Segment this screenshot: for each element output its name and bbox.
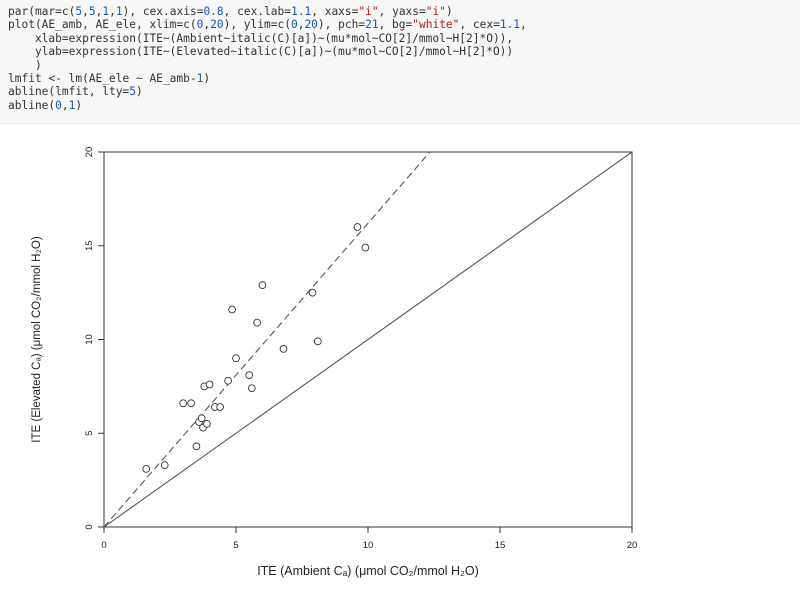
x-tick-label: 10 bbox=[363, 540, 374, 551]
data-point bbox=[142, 465, 151, 473]
x-tick-label: 15 bbox=[495, 540, 506, 551]
y-tick-label: 15 bbox=[84, 240, 95, 251]
data-point bbox=[197, 414, 206, 423]
data-point bbox=[187, 399, 195, 408]
data-point bbox=[308, 288, 317, 297]
reference-lines bbox=[104, 152, 632, 527]
data-point bbox=[353, 223, 362, 231]
data-point bbox=[258, 281, 267, 289]
data-point bbox=[247, 384, 256, 393]
y-axis-label: ITE (Elevated Cₐ) (μmol CO₂/mmol H₂O) bbox=[31, 236, 43, 443]
code-line-5: ) bbox=[8, 58, 42, 72]
data-point bbox=[192, 442, 201, 451]
data-point bbox=[224, 376, 232, 385]
x-tick-label: 5 bbox=[233, 540, 238, 551]
regression-fit-line bbox=[104, 152, 431, 527]
data-point bbox=[160, 461, 169, 469]
code-line-2: plot(AE_amb, AE_ele, xlim=c(0,20), ylim=… bbox=[8, 18, 527, 32]
code-lines: par(mar=c(5,5,1,1), cex.axis=0.8, cex.la… bbox=[8, 5, 800, 112]
data-point bbox=[216, 403, 225, 411]
data-point bbox=[279, 345, 288, 353]
x-axis: 0 5 10 15 20 bbox=[101, 527, 637, 551]
code-line-1: par(mar=c(5,5,1,1), cex.axis=0.8, cex.la… bbox=[8, 5, 453, 18]
code-line-6: lmfit <- lm(AE_ele ~ AE_amb-1) bbox=[8, 72, 211, 86]
x-tick-label: 0 bbox=[101, 540, 106, 551]
data-point bbox=[361, 243, 370, 252]
x-axis-label: ITE (Ambient Cₐ) (μmol CO₂/mmol H₂O) bbox=[257, 564, 479, 578]
code-line-7: abline(lmfit, lty=5) bbox=[8, 85, 143, 99]
y-tick-label: 5 bbox=[84, 431, 95, 436]
data-point bbox=[205, 380, 214, 389]
data-point bbox=[179, 399, 188, 408]
x-tick-label: 20 bbox=[627, 540, 638, 551]
code-line-3: xlab=expression(ITE~(Ambient~italic(C)[a… bbox=[8, 31, 514, 45]
scatter-plot: 0 5 10 15 20 0 5 10 15 20 ITE (Ambient Cₐ) (μmol… bbox=[31, 147, 637, 578]
y-tick-label: 10 bbox=[84, 334, 95, 345]
data-point bbox=[253, 318, 261, 327]
code-line-4: ylab=expression(ITE~(Elevated~italic(C)[… bbox=[8, 45, 514, 59]
one-to-one-line bbox=[104, 152, 632, 527]
data-points bbox=[142, 223, 370, 473]
data-point bbox=[228, 305, 236, 314]
code-line-8: abline(0,1) bbox=[8, 98, 83, 112]
y-axis: 0 5 10 15 20 bbox=[84, 147, 104, 530]
y-tick-label: 0 bbox=[84, 524, 95, 529]
data-point bbox=[245, 371, 254, 379]
data-point bbox=[203, 420, 211, 428]
y-tick-label: 20 bbox=[84, 147, 95, 158]
data-point bbox=[232, 354, 240, 363]
data-point bbox=[313, 337, 322, 346]
code-panel: par(mar=c(5,5,1,1), cex.axis=0.8, cex.la… bbox=[0, 0, 800, 124]
